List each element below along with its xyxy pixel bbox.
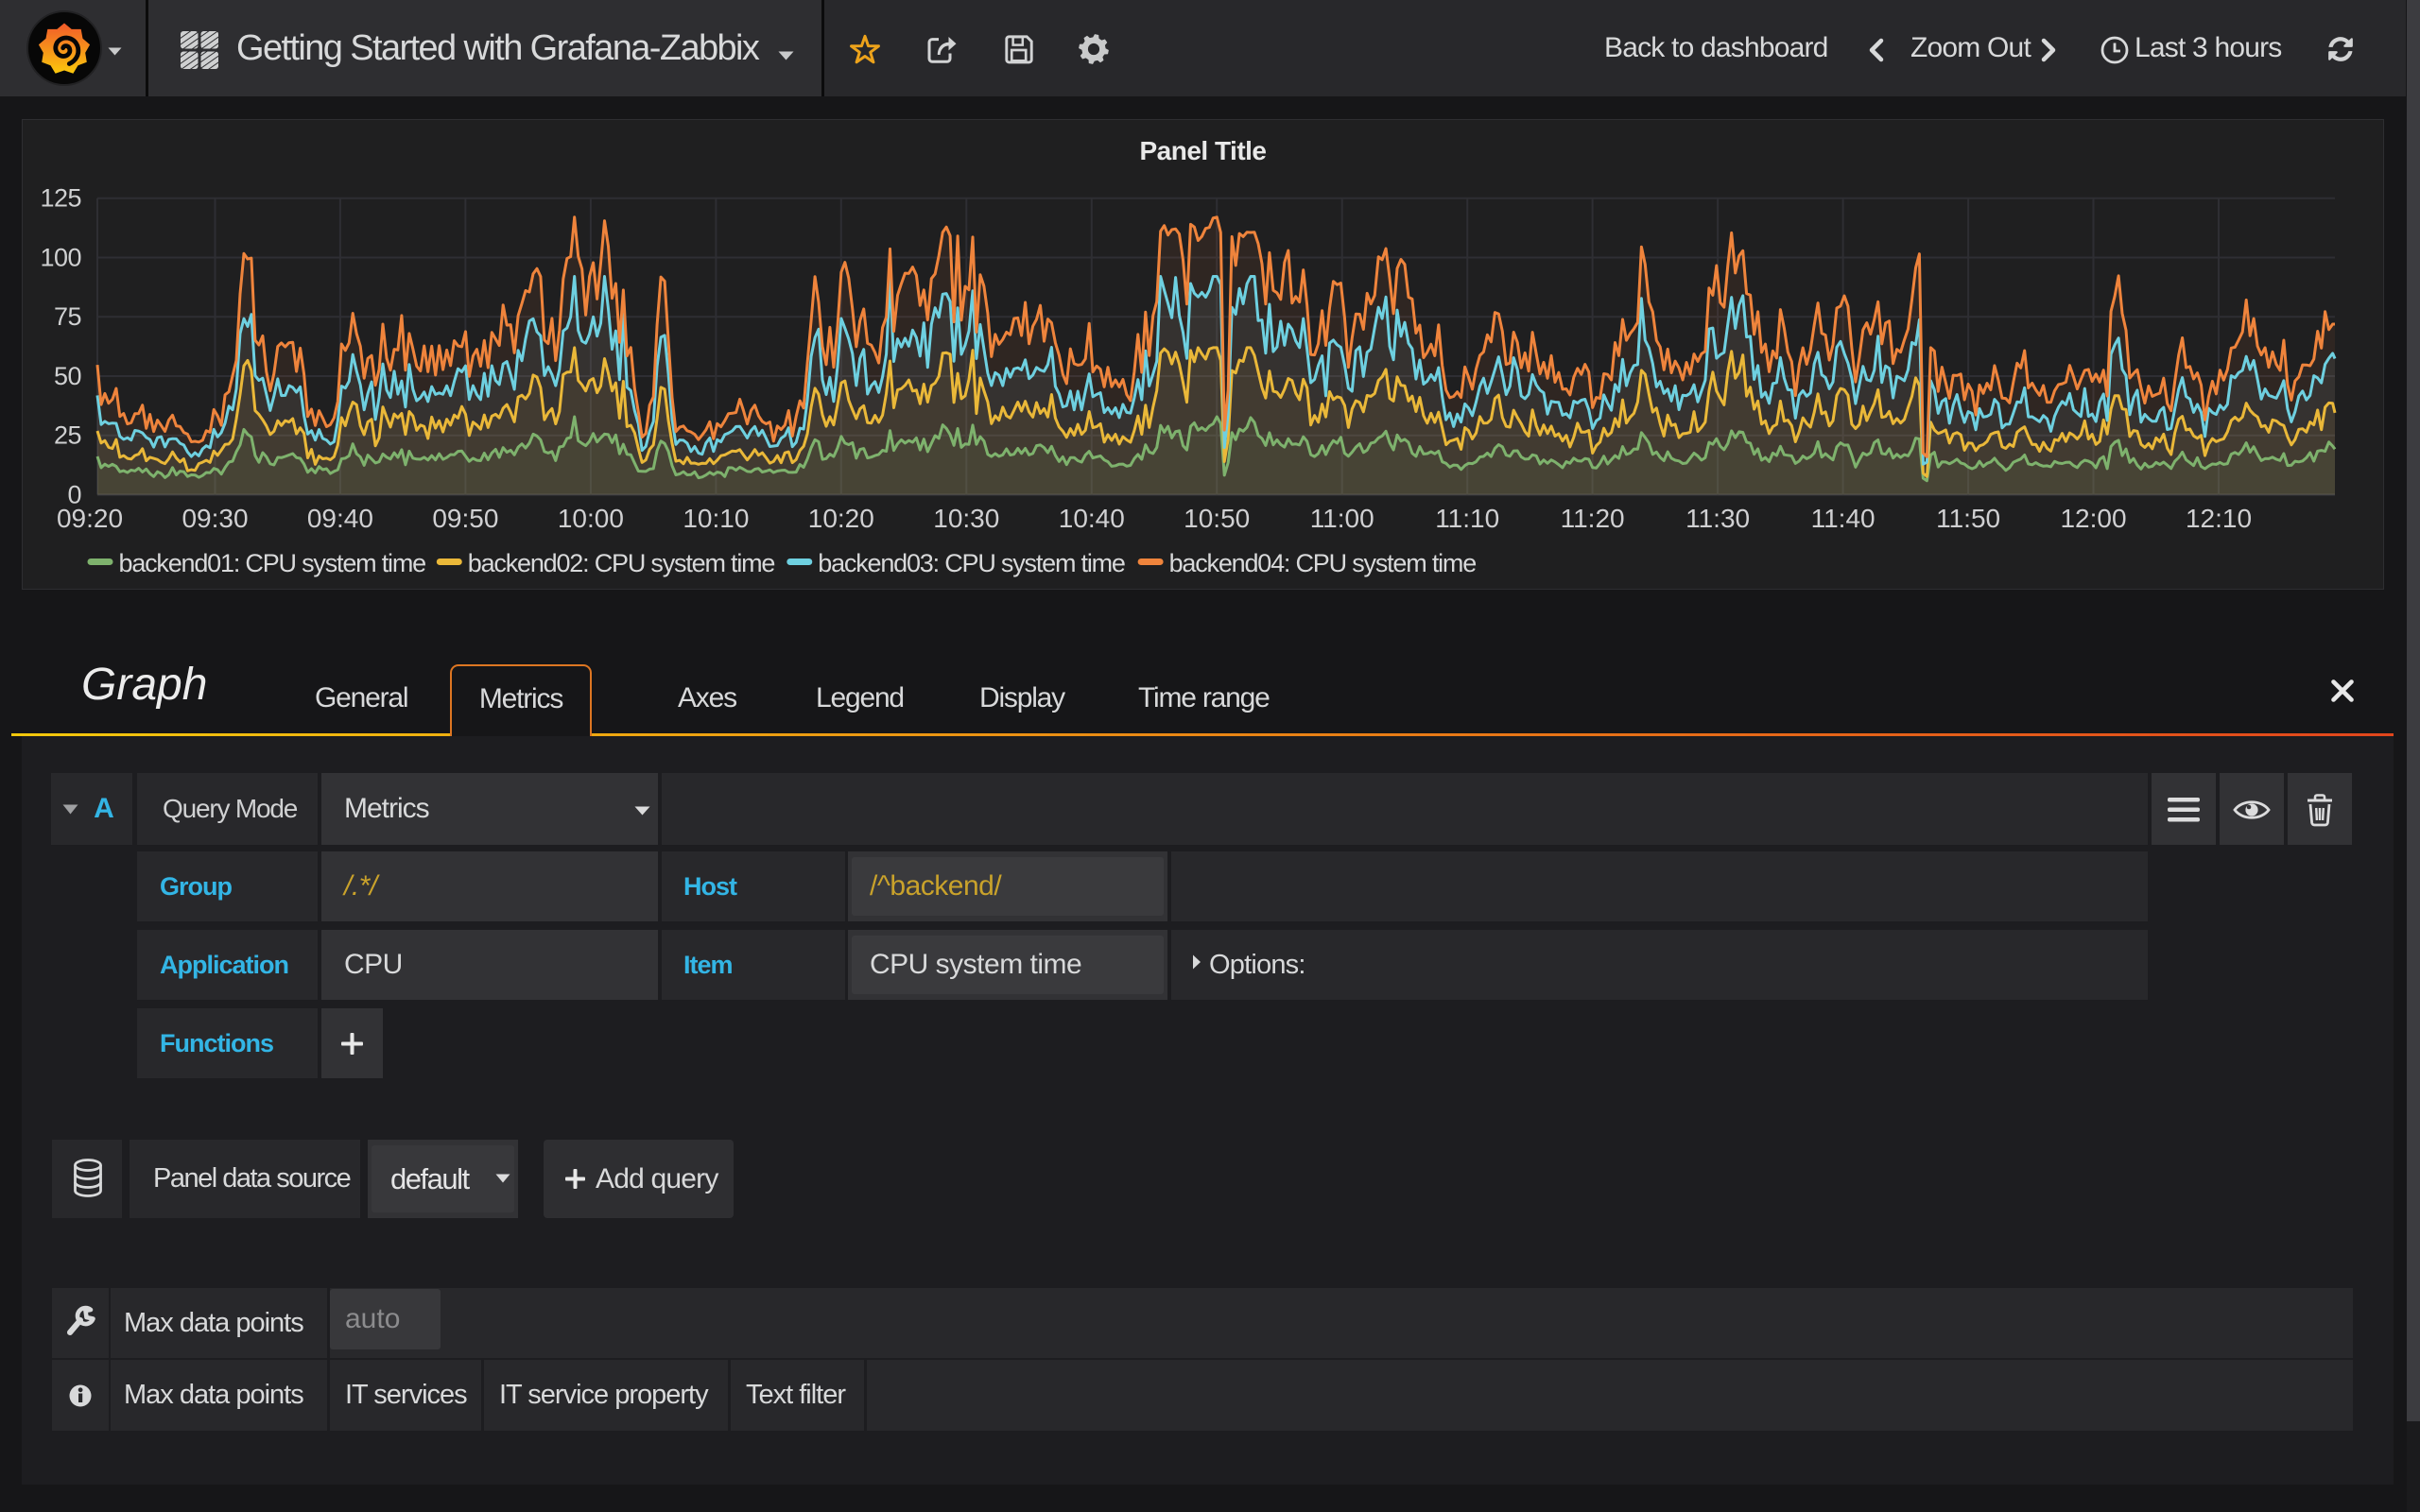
svg-text:11:10: 11:10 [1435,504,1499,533]
svg-text:11:20: 11:20 [1561,504,1625,533]
svg-text:11:40: 11:40 [1811,504,1876,533]
svg-text:09:20: 09:20 [57,504,123,533]
svg-text:25: 25 [54,421,81,450]
svg-text:11:50: 11:50 [1936,504,2000,533]
svg-text:75: 75 [54,302,81,331]
svg-text:11:30: 11:30 [1685,504,1750,533]
svg-text:50: 50 [54,362,81,390]
svg-text:09:50: 09:50 [432,504,498,533]
svg-text:10:30: 10:30 [933,504,999,533]
svg-text:12:00: 12:00 [2060,504,2126,533]
svg-text:09:40: 09:40 [307,504,373,533]
svg-text:10:20: 10:20 [808,504,874,533]
svg-text:backend01: CPU system time: backend01: CPU system time [119,549,426,577]
svg-text:backend04: CPU system time: backend04: CPU system time [1169,549,1477,577]
svg-text:12:10: 12:10 [2186,504,2252,533]
svg-text:backend02: CPU system time: backend02: CPU system time [468,549,775,577]
svg-text:10:50: 10:50 [1184,504,1250,533]
svg-text:10:00: 10:00 [558,504,624,533]
svg-text:09:30: 09:30 [182,504,248,533]
svg-text:10:10: 10:10 [683,504,749,533]
svg-text:0: 0 [67,481,81,509]
svg-text:11:00: 11:00 [1310,504,1374,533]
svg-text:backend03: CPU system time: backend03: CPU system time [818,549,1125,577]
svg-text:10:40: 10:40 [1059,504,1125,533]
svg-text:100: 100 [40,244,81,272]
svg-text:125: 125 [40,184,81,213]
